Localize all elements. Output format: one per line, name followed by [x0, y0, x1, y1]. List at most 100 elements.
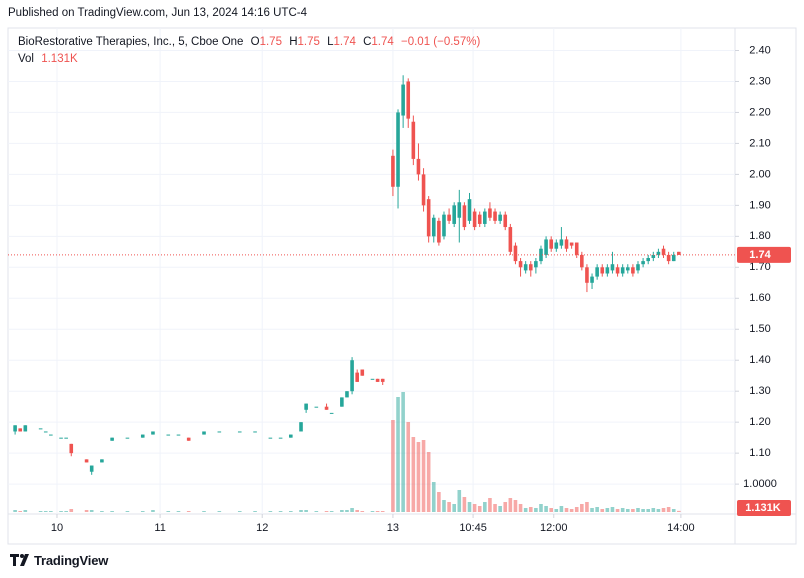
candle-body	[493, 211, 497, 221]
candle-body	[324, 406, 329, 410]
volume-bar	[498, 506, 502, 512]
volume-bar	[370, 511, 375, 512]
volume-bar	[151, 510, 155, 512]
volume-bar	[564, 508, 569, 512]
volume-bar	[508, 498, 513, 512]
volume-bar	[447, 502, 451, 512]
volume-bar	[391, 420, 395, 512]
volume-bar	[620, 508, 625, 512]
candle-body	[483, 211, 487, 224]
candle-body	[569, 242, 574, 246]
volume-bar	[671, 509, 676, 512]
candle-body	[43, 431, 48, 433]
volume-bar	[467, 502, 472, 512]
candle-body	[217, 431, 222, 433]
candle-body	[125, 437, 130, 439]
volume-bar	[493, 504, 497, 512]
candle-body	[457, 202, 462, 218]
candle-body	[625, 267, 630, 271]
volume-bar	[176, 511, 181, 512]
candle-body	[437, 220, 441, 243]
volume-bar	[431, 482, 436, 512]
candle-body	[370, 378, 375, 380]
candle-body	[268, 437, 273, 439]
y-tick-label: 1.60	[749, 292, 770, 304]
volume-bar	[636, 508, 640, 512]
volume-bar	[544, 506, 548, 512]
x-tick-label: 10	[51, 522, 63, 534]
candle-body	[289, 434, 293, 438]
ohlc-letter: C	[363, 36, 372, 48]
brand: TradingView	[34, 553, 109, 568]
candle-body	[498, 214, 502, 221]
candle-body	[360, 369, 365, 376]
candle-body	[539, 248, 543, 262]
ohlc-letter: O	[250, 36, 260, 48]
volume-bar	[340, 510, 344, 512]
candle-body	[447, 214, 451, 221]
volume-bar	[278, 511, 283, 512]
volume-bar	[110, 511, 114, 512]
volume-bar	[324, 511, 329, 512]
candle-body	[13, 425, 17, 432]
x-tick-label: 10:45	[459, 522, 487, 534]
candle-body	[574, 242, 579, 255]
volume-label: 1.131K	[745, 502, 781, 514]
candle-body	[620, 267, 625, 274]
volume-bar	[437, 492, 441, 512]
y-tick-label: 2.40	[749, 44, 770, 56]
grid	[8, 28, 735, 514]
volume-bar	[615, 509, 620, 512]
volume-bar	[345, 510, 349, 512]
ohlc-value: 1.74	[333, 36, 356, 48]
volume-bar	[625, 509, 630, 512]
candle-body	[69, 443, 74, 454]
volume-bar	[539, 504, 543, 512]
volume-bar	[64, 511, 68, 512]
candle-body	[186, 437, 191, 441]
candle-body	[508, 227, 513, 252]
candle-body	[585, 267, 589, 283]
volume-bar	[661, 508, 666, 512]
candle-body	[18, 428, 23, 432]
volume-bar	[396, 397, 400, 512]
volume-bar	[314, 511, 319, 512]
candle-body	[631, 267, 635, 274]
candle-body	[462, 205, 467, 228]
volume-bar	[677, 510, 681, 512]
volume-name: Vol	[18, 53, 34, 65]
candle-body	[559, 239, 564, 246]
volume-bar	[380, 511, 385, 512]
x-tick-label: 12	[256, 522, 268, 534]
volume-bar	[202, 511, 206, 512]
candle-body	[355, 372, 359, 382]
volume-bar	[503, 502, 508, 512]
y-tick-label: 1.30	[749, 385, 770, 397]
candle-body	[166, 434, 171, 436]
volume-bar	[355, 510, 359, 512]
candle-body	[467, 199, 472, 221]
volume-bar	[452, 504, 456, 512]
candle-body	[350, 360, 354, 392]
candle-body	[59, 437, 63, 439]
volume-value: 1.131K	[41, 53, 78, 65]
candle-body	[401, 84, 405, 116]
candle-body	[528, 264, 533, 271]
ohlc-value: 1.75	[259, 36, 282, 48]
candle-body	[110, 437, 114, 441]
volume-bar	[651, 508, 656, 512]
candle-body	[641, 261, 645, 265]
volume-bar	[84, 510, 89, 512]
candle-body	[636, 264, 640, 271]
price-label-box	[737, 246, 791, 263]
y-tick-label: 1.80	[749, 230, 770, 242]
volume-bar	[401, 392, 405, 512]
volume-bar	[59, 511, 63, 512]
y-tick-label: 1.20	[749, 416, 770, 428]
ohlc-value: 1.74	[371, 36, 394, 48]
volume-bar	[69, 509, 74, 512]
volume-bar	[549, 508, 553, 512]
volume-bar	[513, 500, 518, 512]
candle-body	[671, 254, 676, 262]
